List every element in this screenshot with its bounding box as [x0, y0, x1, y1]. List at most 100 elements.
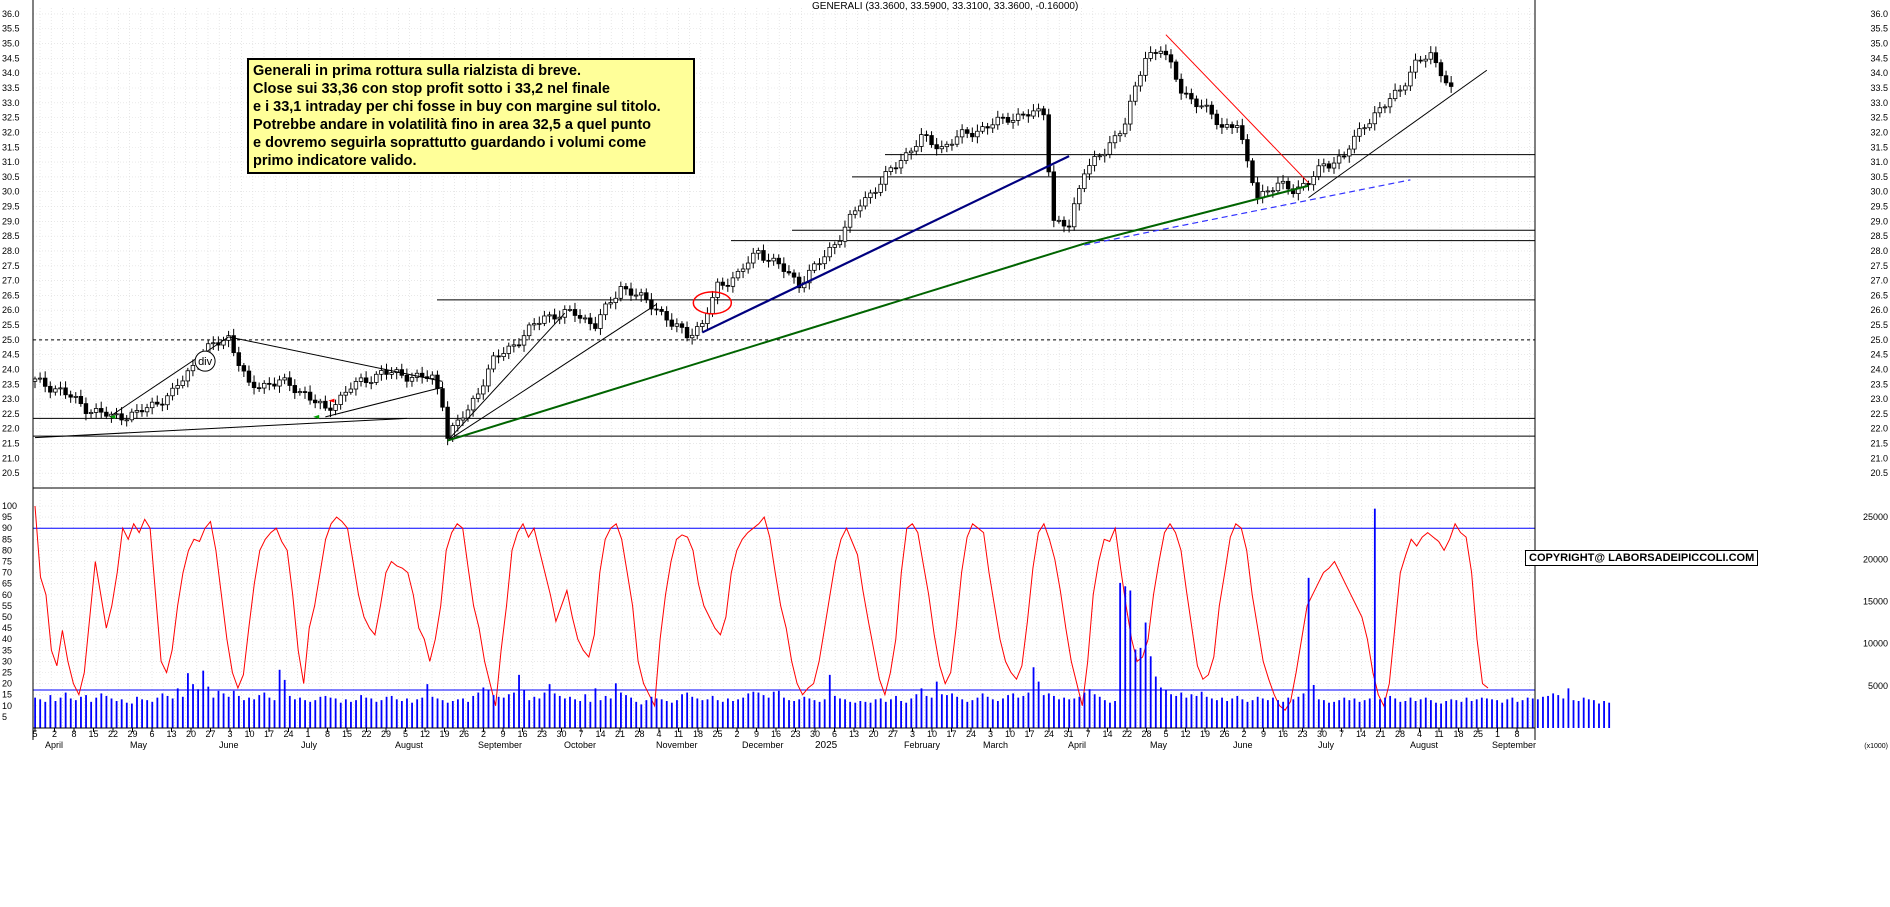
x-day-label: 23: [790, 729, 800, 739]
volume-bar: [217, 690, 220, 728]
trendline-triangle-top: [228, 336, 443, 382]
volume-bar: [1338, 700, 1341, 728]
volume-bar: [115, 701, 118, 728]
x-day-label: 22: [361, 729, 371, 739]
volume-bar: [910, 698, 913, 728]
volume-bar: [742, 697, 745, 728]
candle-up: [771, 257, 776, 262]
volume-bar: [1098, 696, 1101, 728]
oscillator-tick-label: 70: [2, 568, 12, 578]
candle-up: [908, 150, 914, 154]
volume-bar: [309, 701, 312, 728]
volume-bar: [533, 696, 536, 728]
volume-bar: [1501, 702, 1504, 728]
candle-up: [1362, 127, 1367, 130]
volume-bar: [1582, 697, 1585, 728]
x-day-label: 7: [1339, 729, 1344, 739]
volume-bar: [1526, 697, 1529, 728]
trendline-dashed-blue: [1084, 179, 1411, 246]
candle-up: [486, 368, 491, 387]
candle-up: [700, 323, 705, 327]
volume-bar: [726, 698, 729, 728]
x-day-label: 5: [403, 729, 408, 739]
candle-down: [1178, 78, 1184, 94]
volume-bar: [691, 696, 694, 728]
analysis-note: Generali in prima rottura sulla rialzist…: [247, 58, 695, 174]
candle-up: [863, 197, 868, 207]
x-day-label: 16: [771, 729, 781, 739]
volume-bar: [1414, 701, 1417, 728]
volume-bar: [411, 702, 413, 728]
volume-bar: [1032, 667, 1035, 728]
candle-up: [1077, 188, 1082, 205]
candle-up: [333, 404, 338, 411]
note-line: Potrebbe andare in volatilità fino in ar…: [253, 117, 652, 133]
volume-bar: [869, 702, 872, 728]
volume-bar: [920, 688, 923, 728]
volume-bar: [630, 697, 633, 728]
x-day-label: 8: [71, 729, 76, 739]
volume-bar: [757, 692, 760, 728]
volume-bar: [1496, 700, 1498, 728]
x-month-label: September: [478, 740, 522, 750]
candle-up: [1352, 135, 1357, 150]
candle-up: [58, 387, 63, 390]
candle-up: [129, 411, 134, 421]
volume-bar: [339, 702, 342, 728]
candle-up: [185, 370, 191, 382]
volume-bar: [304, 700, 306, 728]
volume-bar: [1144, 622, 1147, 728]
x-day-label: 20: [186, 729, 196, 739]
trendline-fan: [447, 303, 657, 442]
volume-bar: [1333, 701, 1335, 728]
candle-down: [644, 292, 649, 301]
candle-down: [588, 317, 593, 325]
trendline-support: [34, 417, 407, 439]
volume-bar: [502, 697, 505, 728]
volume-bar: [706, 699, 709, 728]
volume-bar: [1435, 702, 1437, 728]
volume-bar: [1180, 692, 1183, 728]
candle-up: [898, 160, 904, 169]
oscillator-tick-label: 35: [2, 645, 12, 655]
candle-up: [1392, 89, 1398, 100]
green-arrow-marker: [109, 414, 116, 419]
volume-bar: [1241, 699, 1244, 728]
candle-up: [1296, 186, 1301, 194]
price-tick-label: 24.0: [1870, 364, 1888, 374]
candle-up: [470, 397, 476, 411]
x-day-label: 6: [149, 729, 154, 739]
volume-bar: [329, 697, 332, 728]
volume-bar: [951, 693, 953, 728]
candle-up: [1148, 52, 1153, 59]
trendline: [111, 336, 229, 416]
dividend-label: div: [198, 356, 213, 368]
volume-bar: [732, 701, 734, 728]
volume-bar: [385, 696, 388, 728]
volume-bar: [783, 697, 785, 728]
price-tick-label: 21.0: [1870, 453, 1888, 463]
candle-up: [1036, 108, 1041, 112]
candle-up: [1158, 50, 1163, 54]
candle-down: [1189, 93, 1194, 100]
candle-up: [1082, 173, 1087, 189]
x-month-label: December: [742, 740, 784, 750]
candle-down: [1433, 52, 1439, 64]
volume-bar: [1216, 700, 1218, 728]
candle-up: [822, 256, 827, 265]
candle-down: [552, 314, 557, 320]
volume-bar: [854, 702, 857, 728]
volume-bar: [1323, 700, 1325, 728]
volume-bar: [548, 684, 551, 728]
candle-up: [980, 126, 985, 132]
volume-bar: [1358, 701, 1361, 728]
volume-bar: [161, 693, 164, 728]
candle-down: [48, 385, 53, 393]
volume-bar: [120, 699, 123, 728]
candle-up: [211, 342, 216, 345]
volume-bar: [1159, 687, 1162, 728]
volume-bar: [956, 696, 959, 728]
candle-down: [654, 308, 659, 311]
